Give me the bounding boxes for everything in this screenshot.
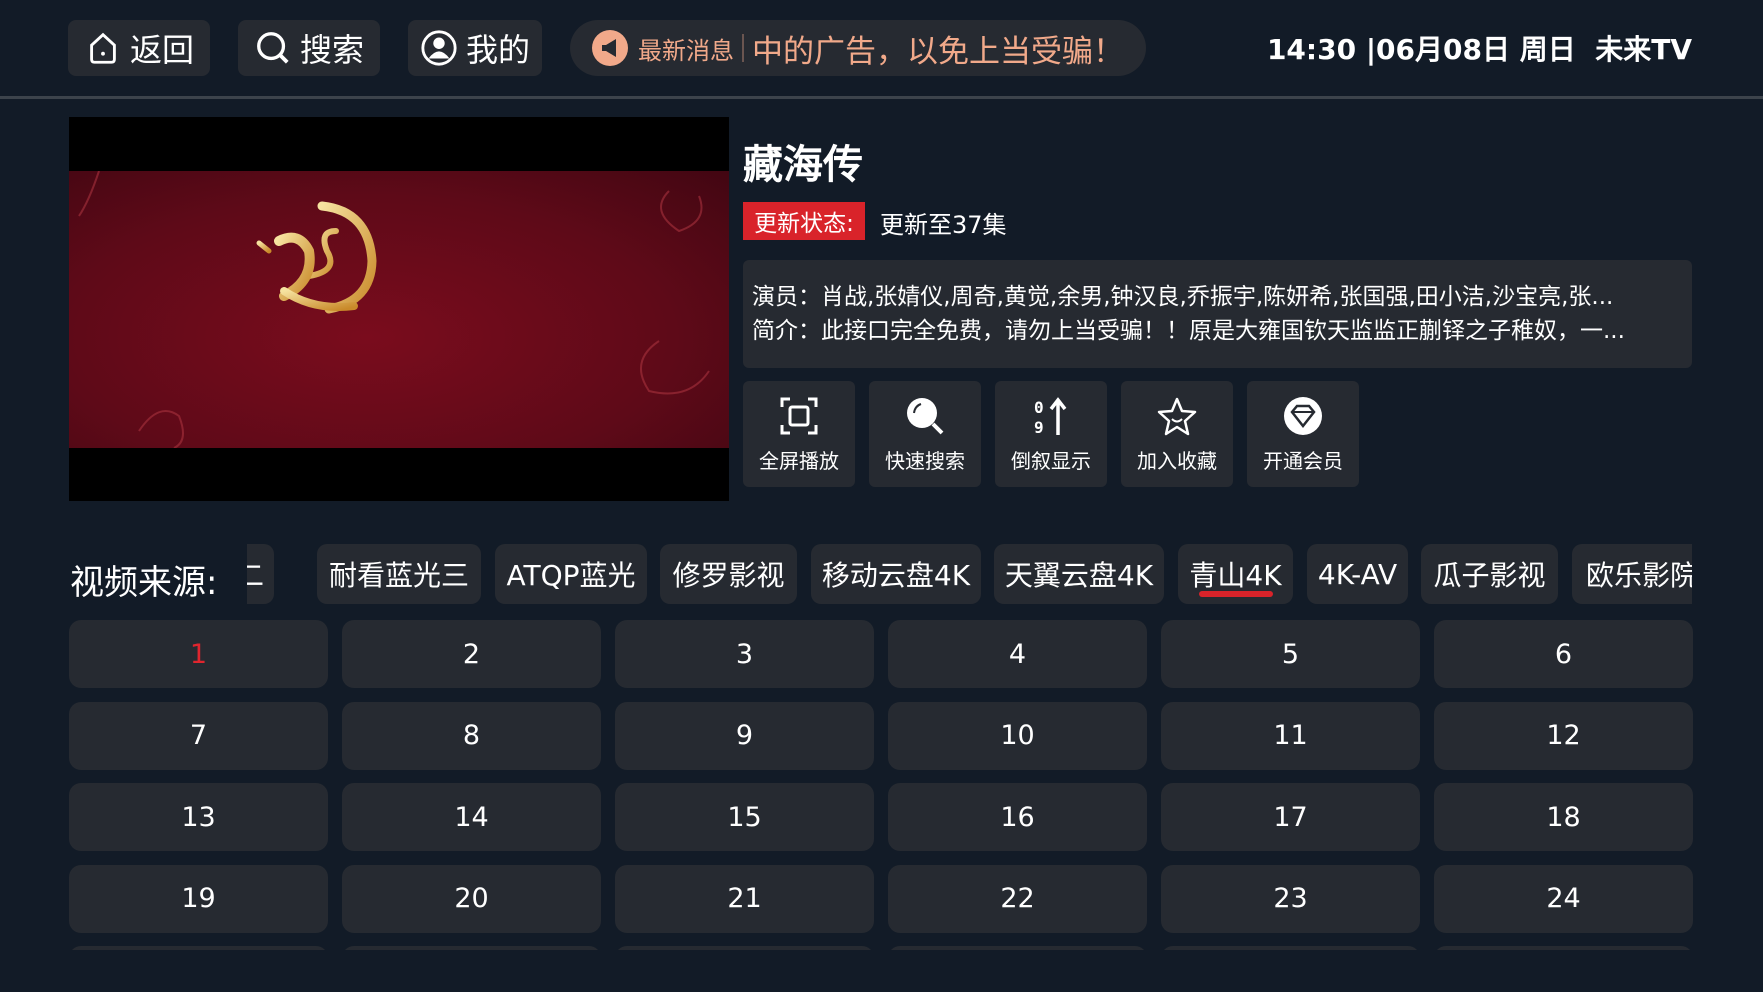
- episode-button[interactable]: 18: [1434, 783, 1693, 851]
- info-box[interactable]: 演员：肖战,张婧仪,周奇,黄觉,余男,钟汉良,乔振宇,陈妍希,张国强,田小洁,沙…: [743, 260, 1692, 368]
- diamond-icon: [1284, 397, 1322, 435]
- action-label: 快速搜索: [885, 449, 965, 473]
- episode-button[interactable]: 15: [615, 783, 874, 851]
- episode-button[interactable]: 3: [615, 620, 874, 688]
- action-label: 全屏播放: [759, 449, 839, 473]
- episode-button[interactable]: 21: [615, 864, 874, 933]
- source-chip[interactable]: 青山4K: [1178, 544, 1293, 604]
- source-chip[interactable]: 欧乐影院: [1572, 544, 1692, 604]
- episode-button[interactable]: 8: [342, 701, 601, 770]
- status-value: 更新至37集: [880, 211, 1007, 239]
- source-list[interactable]: 光二耐看蓝光三ATQP蓝光修罗影视移动云盘4K天翼云盘4K青山4K4K-AV瓜子…: [247, 544, 1692, 604]
- episode-button[interactable]: 16: [888, 783, 1147, 851]
- source-chip[interactable]: 移动云盘4K: [811, 544, 981, 604]
- home-icon: [90, 32, 116, 64]
- episode-button[interactable]: 19: [69, 864, 328, 933]
- episode-button[interactable]: 27: [615, 946, 874, 950]
- mine-label: 我的: [465, 31, 530, 69]
- episode-button[interactable]: 28: [888, 946, 1147, 950]
- svg-text:9: 9: [1034, 418, 1044, 437]
- sort-order-icon: 09: [1034, 397, 1067, 437]
- svg-text:0: 0: [1034, 398, 1044, 417]
- news-message: 中的广告，以免上当受骗！: [752, 33, 1124, 70]
- source-chip[interactable]: 耐看蓝光三: [317, 544, 481, 604]
- episode-button[interactable]: 14: [342, 783, 601, 851]
- video-frame: [69, 170, 729, 449]
- source-label: 视频来源:: [70, 563, 218, 603]
- brand: 未来TV: [1595, 33, 1692, 66]
- episode-grid[interactable]: 1234567891011121314151617181920212223242…: [69, 620, 1693, 950]
- action-label: 加入收藏: [1137, 449, 1217, 473]
- episode-button[interactable]: 2: [342, 620, 601, 688]
- source-chip[interactable]: 光二: [247, 544, 274, 604]
- episode-button[interactable]: 24: [1434, 864, 1693, 933]
- episode-button[interactable]: 4: [888, 620, 1147, 688]
- star-icon: [1157, 397, 1197, 436]
- search-label: 搜索: [299, 31, 364, 69]
- source-chip[interactable]: 瓜子影视: [1421, 544, 1558, 604]
- episode-button[interactable]: 22: [888, 864, 1147, 933]
- header-divider: [0, 96, 1763, 99]
- episode-button[interactable]: 29: [1161, 946, 1420, 950]
- episode-button[interactable]: 9: [615, 701, 874, 770]
- phoenix-logo-icon: [78, 170, 710, 449]
- episode-button[interactable]: 17: [1161, 783, 1420, 851]
- fullscreen-button[interactable]: 全屏播放: [743, 381, 855, 487]
- source-chip[interactable]: 修罗影视: [660, 544, 797, 604]
- intro-text: 简介：此接口完全免费，请勿上当受骗！！原是大雍国钦天监监正蒯铎之子稚奴，一...: [752, 318, 1625, 344]
- episode-button[interactable]: 12: [1434, 701, 1693, 770]
- search-icon: [257, 32, 289, 64]
- show-title: 藏海传: [743, 142, 863, 188]
- source-chip[interactable]: ATQP蓝光: [495, 544, 647, 604]
- actors-text: 演员：肖战,张婧仪,周奇,黄觉,余男,钟汉良,乔振宇,陈妍希,张国强,田小洁,沙…: [752, 284, 1614, 310]
- datetime: 14:30 |06月08日 周日: [1266, 33, 1576, 66]
- episode-button[interactable]: 13: [69, 783, 328, 851]
- news-ticker[interactable]: 最新消息 中的广告，以免上当受骗！: [570, 20, 1146, 76]
- search-button[interactable]: 搜索: [238, 20, 380, 76]
- user-icon: [421, 30, 457, 66]
- quick-search-button[interactable]: 快速搜索: [869, 381, 981, 487]
- vip-button[interactable]: 开通会员: [1247, 381, 1359, 487]
- magnifier-icon: [907, 398, 944, 435]
- mine-button[interactable]: 我的: [408, 20, 542, 76]
- source-chip[interactable]: 天翼云盘4K: [994, 544, 1164, 604]
- action-label: 倒叙显示: [1011, 449, 1091, 473]
- video-player[interactable]: [69, 117, 729, 501]
- episode-button[interactable]: 7: [69, 701, 328, 770]
- news-separator: [742, 34, 744, 62]
- megaphone-icon: [592, 30, 628, 66]
- episode-button[interactable]: 6: [1434, 620, 1693, 688]
- back-label: 返回: [129, 31, 194, 69]
- episode-button[interactable]: 23: [1161, 864, 1420, 933]
- episode-button[interactable]: 20: [342, 864, 601, 933]
- source-chip[interactable]: 4K-AV: [1307, 544, 1408, 604]
- episode-button[interactable]: 1: [69, 620, 328, 688]
- episode-button[interactable]: 11: [1161, 701, 1420, 770]
- episode-button[interactable]: 26: [342, 946, 601, 950]
- episode-button[interactable]: 10: [888, 701, 1147, 770]
- episode-button[interactable]: 5: [1161, 620, 1420, 688]
- favorite-button[interactable]: 加入收藏: [1121, 381, 1233, 487]
- action-label: 开通会员: [1263, 449, 1343, 473]
- episode-button[interactable]: 30: [1434, 946, 1693, 950]
- episode-button[interactable]: 25: [69, 946, 328, 950]
- datetime-brand: 14:30 |06月08日 周日 未来TV: [1267, 28, 1692, 68]
- news-label: 最新消息: [638, 36, 734, 65]
- fullscreen-icon: [780, 397, 818, 435]
- back-button[interactable]: 返回: [68, 20, 210, 76]
- status-badge: 更新状态:: [743, 202, 865, 240]
